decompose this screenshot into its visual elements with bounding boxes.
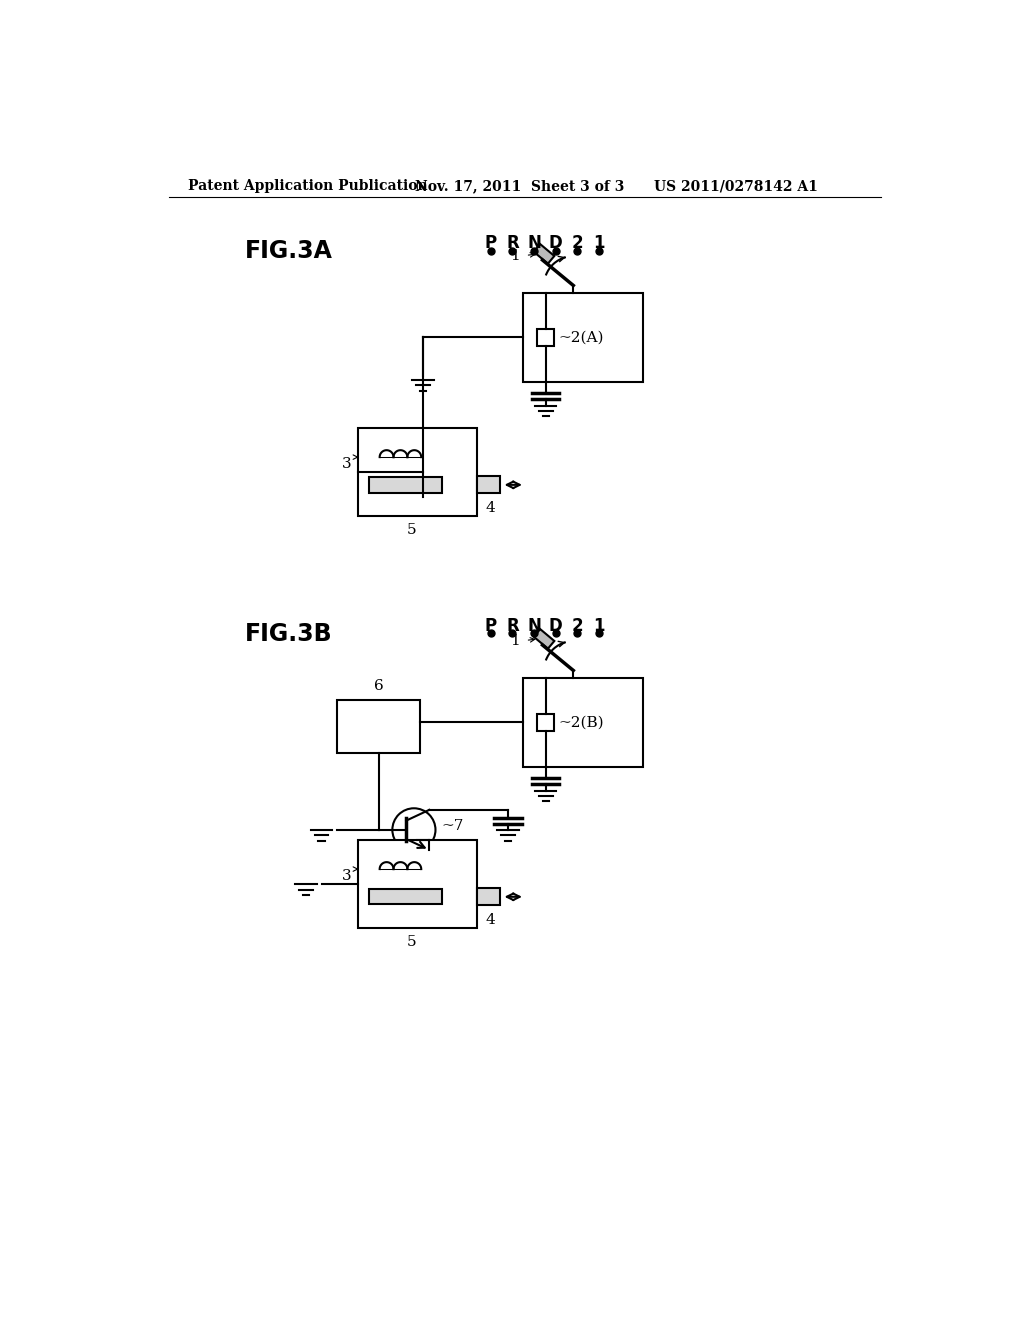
Text: 4: 4 bbox=[485, 913, 495, 927]
Bar bbox=[523, 293, 643, 381]
Bar bbox=[523, 678, 643, 767]
Text: FIG.3A: FIG.3A bbox=[245, 239, 333, 263]
Text: FIG.3B: FIG.3B bbox=[245, 622, 332, 645]
Text: ~7: ~7 bbox=[441, 818, 464, 833]
Text: N: N bbox=[527, 234, 541, 252]
Bar bbox=[538, 329, 554, 346]
Text: 6: 6 bbox=[374, 678, 383, 693]
Text: Nov. 17, 2011  Sheet 3 of 3: Nov. 17, 2011 Sheet 3 of 3 bbox=[416, 180, 625, 193]
Polygon shape bbox=[534, 244, 554, 264]
Text: P: P bbox=[484, 234, 497, 252]
Text: P: P bbox=[484, 616, 497, 635]
Text: US 2011/0278142 A1: US 2011/0278142 A1 bbox=[654, 180, 818, 193]
Text: D: D bbox=[549, 234, 562, 252]
Bar bbox=[370, 890, 442, 904]
Text: ~2(A): ~2(A) bbox=[558, 330, 603, 345]
Text: R: R bbox=[506, 234, 519, 252]
Polygon shape bbox=[534, 630, 554, 648]
Text: 4: 4 bbox=[485, 502, 495, 515]
Text: ~2(B): ~2(B) bbox=[558, 715, 603, 730]
Bar bbox=[370, 477, 442, 492]
Text: 1: 1 bbox=[510, 634, 519, 648]
Text: 5: 5 bbox=[407, 523, 416, 537]
Bar bbox=[477, 888, 500, 906]
Text: 1: 1 bbox=[593, 234, 604, 252]
Text: 3: 3 bbox=[342, 458, 351, 471]
Text: 2: 2 bbox=[571, 234, 583, 252]
Bar bbox=[357, 428, 477, 516]
Bar bbox=[337, 701, 420, 752]
Text: 1: 1 bbox=[510, 249, 519, 263]
Bar bbox=[477, 477, 500, 494]
Bar bbox=[538, 714, 554, 731]
Bar bbox=[357, 840, 477, 928]
Text: 2: 2 bbox=[571, 616, 583, 635]
Text: R: R bbox=[506, 616, 519, 635]
Text: 3: 3 bbox=[342, 870, 351, 883]
Text: Patent Application Publication: Patent Application Publication bbox=[188, 180, 428, 193]
Text: N: N bbox=[527, 616, 541, 635]
Text: D: D bbox=[549, 616, 562, 635]
Text: 1: 1 bbox=[593, 616, 604, 635]
Text: 5: 5 bbox=[407, 935, 416, 949]
